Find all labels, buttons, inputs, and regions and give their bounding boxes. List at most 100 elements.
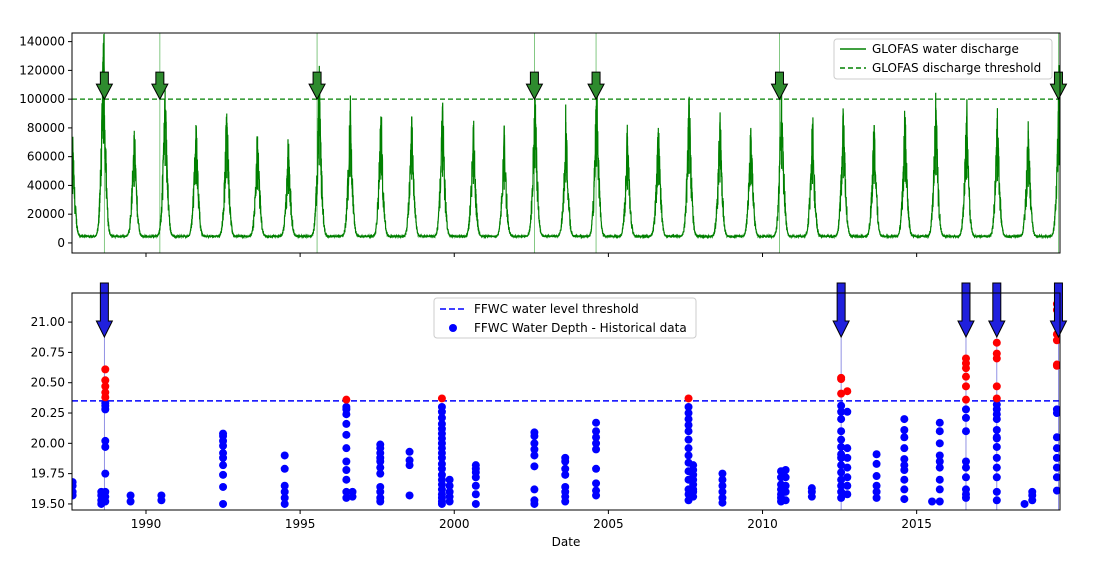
depth-point-30-2 [992,473,1001,482]
depth-ytick-label-1: 19.75 [31,467,65,481]
depth-point-26-7 [900,433,909,442]
depth-point-17-14 [684,394,693,403]
depth-point-19-2 [718,487,727,496]
depth-point-0-1 [72,487,77,496]
depth-point-23-8 [837,442,846,451]
x-axis-label: Date [552,535,581,549]
depth-point-7-6 [342,430,351,439]
discharge-ytick-label-2: 40000 [27,178,65,192]
depth-point-24-5 [843,444,852,453]
depth-point-33-0 [1052,486,1060,495]
depth-point-2-5 [101,436,110,445]
depth-event-arrow-1 [832,282,850,339]
depth-point-11-21 [437,394,446,403]
depth-ytick-label-5: 20.75 [31,345,65,359]
discharge-legend-label: GLOFAS water discharge [872,42,1019,56]
discharge-panel: 0 20000 40000 60000 80000 100000 120000 140000 G… [19,32,1068,257]
depth-point-14-3 [530,462,539,471]
depth-event-arrow-0 [95,282,114,339]
depth-point-30-12 [992,400,1001,409]
depth-point-26-9 [900,415,909,424]
depth-point-6-4 [280,464,289,473]
depth-point-33-3 [1052,453,1060,462]
depth-point-7-11 [342,395,351,404]
depth-point-26-8 [900,425,909,434]
depth-point-14-5 [530,445,539,454]
depth-point-25-4 [872,459,881,468]
depth-point-33-9 [1052,360,1060,369]
depth-point-2-12 [101,376,110,385]
depth-point-30-0 [992,496,1001,505]
depth-points-legend-swatch [449,324,457,332]
depth-point-19-3 [718,481,727,490]
water-depth-plot-area [72,293,1060,510]
depth-point-16-8 [592,418,601,427]
depth-point-23-16 [837,373,846,382]
depth-point-9-3 [376,482,385,491]
depth-xtick-label-4: 2010 [747,517,778,531]
depth-point-29-11 [961,372,970,381]
depth-point-14-6 [530,439,539,448]
depth-point-28-0 [935,497,944,506]
depth-point-24-2 [843,473,852,482]
depth-point-16-7 [592,427,601,436]
depth-point-33-1 [1052,473,1060,482]
depth-point-33-4 [1052,444,1060,453]
depth-point-14-8 [530,428,539,437]
depth-point-6-0 [280,499,289,508]
depth-point-12-3 [445,481,454,490]
depth-point-2-3 [101,469,110,478]
depth-point-25-3 [872,472,881,481]
depth-point-6-1 [280,493,289,502]
depth-point-24-0 [843,490,852,499]
discharge-ytick-label-5: 100000 [19,92,65,106]
depth-point-5-3 [219,461,228,470]
depth-point-28-6 [935,439,944,448]
depth-point-23-9 [837,435,846,444]
depth-xtick-label-0: 1990 [131,517,162,531]
depth-point-9-4 [376,469,385,478]
depth-ytick-label-0: 19.50 [31,497,65,511]
depth-point-12-4 [445,475,454,484]
depth-point-23-5 [837,461,846,470]
depth-point-7-5 [342,444,351,453]
discharge-ytick-label-1: 20000 [27,207,65,221]
depth-point-17-11 [684,415,693,424]
depth-point-30-3 [992,463,1001,472]
depth-point-5-9 [219,429,228,438]
depth-point-19-5 [718,469,727,478]
depth-point-25-2 [872,481,881,490]
depth-point-9-5 [376,463,385,472]
depth-point-7-2 [342,475,351,484]
depth-point-21-3 [781,473,790,482]
discharge-ytick-label-4: 80000 [27,121,65,135]
depth-point-30-7 [992,433,1001,442]
depth-point-2-13 [101,365,110,374]
depth-point-2-11 [101,382,110,391]
depth-point-21-2 [781,481,790,490]
depth-point-19-1 [718,493,727,502]
depth-point-12-2 [445,487,454,496]
depth-point-16-6 [592,433,601,442]
depth-point-13-6 [471,461,480,470]
depth-point-16-3 [592,464,601,473]
depth-event-arrow-3 [987,282,1006,339]
depth-point-24-3 [843,463,852,472]
depth-point-33-7 [1052,405,1060,414]
depth-point-29-9 [961,395,970,404]
depth-point-16-2 [592,479,601,488]
depth-point-11-7 [437,470,446,479]
depth-point-30-16 [992,349,1001,358]
depth-point-25-0 [872,493,881,502]
depth-point-10-0 [405,491,414,500]
depth-point-18-7 [689,461,698,470]
depth-xtick-label-2: 2000 [439,517,470,531]
depth-point-28-5 [935,451,944,460]
depth-point-10-3 [405,447,414,456]
depth-point-23-1 [837,487,846,496]
depth-point-29-5 [961,457,970,466]
depth-point-11-20 [437,402,446,411]
depth-ytick-label-6: 21.00 [31,315,65,329]
depth-point-17-10 [684,421,693,430]
depth-point-29-10 [961,382,970,391]
